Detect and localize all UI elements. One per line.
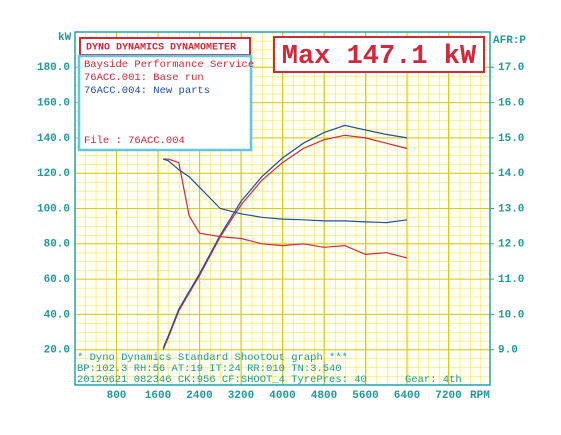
y-tick-label: 100.0 (37, 203, 70, 215)
y-tick-label: 160.0 (37, 98, 70, 110)
x-tick-label: 800 (107, 390, 127, 402)
y2-axis-label: AFR:P (493, 35, 526, 47)
x-tick-label: 4000 (269, 390, 295, 402)
x-tick-label: 2400 (186, 390, 212, 402)
x-tick-label: 5600 (352, 390, 378, 402)
legend-entry: 76ACC.004: New parts (84, 85, 210, 97)
gear: Gear: 4th (405, 374, 462, 386)
legend-entry: 76ACC.001: Base run (84, 72, 204, 84)
x-tick-label: 7200 (435, 390, 461, 402)
y2-tick-label: 11.0 (498, 274, 524, 286)
y2-tick-label: 12.0 (498, 239, 524, 251)
y2-tick-label: 17.0 (498, 62, 524, 74)
x-tick-label: 4800 (311, 390, 337, 402)
footer-line: 20120621 082346 CK:956 CF:SHOOT_4 TyrePr… (77, 374, 367, 386)
y-tick-label: 80.0 (44, 239, 70, 251)
y-axis-label: kW (58, 32, 72, 44)
y-tick-label: 60.0 (44, 274, 70, 286)
max-annotation: Max 147.1 kW (282, 42, 477, 72)
title: DYNO DYNAMICS DYNAMOMETER (86, 43, 236, 54)
series-line (163, 158, 408, 259)
x-tick-label: 6400 (394, 390, 420, 402)
footer-line: BP:102.3 RH:56 AT:19 IT:24 RR:010 TN:3.5… (77, 363, 342, 375)
x-tick-label: 3200 (228, 390, 254, 402)
y2-tick-label: 10.0 (498, 309, 524, 321)
y2-tick-label: 9.0 (498, 345, 518, 357)
footer-line: * Dyno Dynamics Standard ShootOut graph … (77, 352, 348, 364)
y2-tick-label: 15.0 (498, 133, 524, 145)
series-line (162, 124, 408, 349)
y-tick-label: 40.0 (44, 309, 70, 321)
x-tick-label: 1600 (145, 390, 171, 402)
series-line (163, 158, 408, 224)
legend-box (77, 54, 253, 152)
y2-tick-label: 13.0 (498, 203, 524, 215)
y-tick-label: 180.0 (37, 62, 70, 74)
y2-tick-label: 14.0 (498, 168, 524, 180)
file-label: File : 76ACC.004 (84, 135, 185, 147)
y-tick-label: 20.0 (44, 345, 70, 357)
max-box (273, 36, 485, 73)
y-tick-label: 140.0 (37, 133, 70, 145)
y-tick-label: 120.0 (37, 168, 70, 180)
x-axis-label: RPM (470, 390, 490, 402)
y2-tick-label: 16.0 (498, 98, 524, 110)
subtitle: Bayside Performance Service (84, 59, 254, 71)
series-line (162, 134, 408, 350)
